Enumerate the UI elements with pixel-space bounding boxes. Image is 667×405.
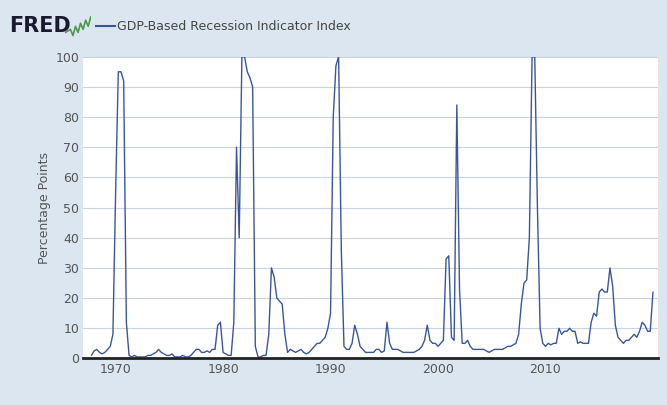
Text: FRED: FRED bbox=[9, 16, 71, 36]
Text: GDP-Based Recession Indicator Index: GDP-Based Recession Indicator Index bbox=[117, 20, 350, 33]
Y-axis label: Percentage Points: Percentage Points bbox=[38, 151, 51, 264]
